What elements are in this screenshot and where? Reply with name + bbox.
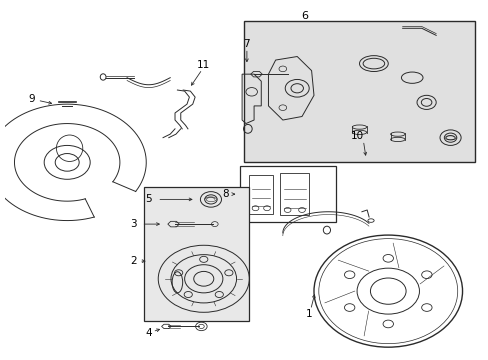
Text: 7: 7 [243,39,250,49]
Text: 6: 6 [300,11,307,21]
Text: 1: 1 [305,309,312,319]
Bar [143,187,249,321]
Bar [244,21,473,162]
Text: 8: 8 [222,189,228,199]
Text: 10: 10 [350,131,363,141]
Text: 9: 9 [28,94,35,104]
Text: 3: 3 [130,219,136,229]
Text: 5: 5 [145,194,152,204]
Text: 11: 11 [197,60,210,70]
Text: 4: 4 [145,328,152,338]
Bar [249,175,273,213]
Bar [280,173,308,215]
Bar [239,166,335,222]
Text: 2: 2 [130,256,136,266]
